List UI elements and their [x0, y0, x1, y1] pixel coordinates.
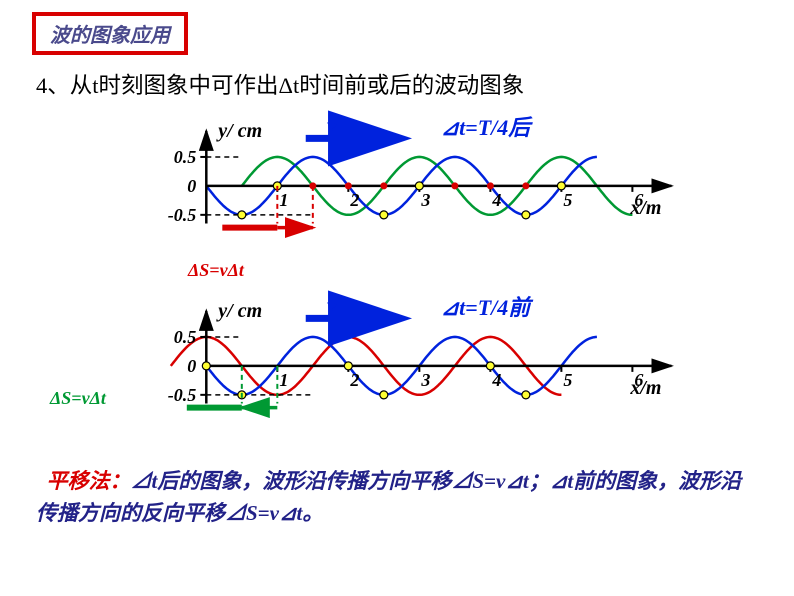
- explanation-lead: 平移法：: [47, 469, 131, 493]
- svg-text:3: 3: [420, 190, 430, 210]
- delta-s-label-before: ΔS=vΔt: [50, 388, 106, 409]
- svg-text:3: 3: [420, 370, 430, 390]
- svg-text:0.5: 0.5: [174, 327, 197, 347]
- svg-text:-0.5: -0.5: [168, 205, 197, 225]
- svg-text:0.5: 0.5: [174, 147, 197, 167]
- svg-text:v: v: [327, 292, 337, 317]
- svg-text:4: 4: [491, 190, 501, 210]
- explanation-text: 平移法：⊿t后的图象，波形沿传播方向平移⊿S=v⊿t；⊿t前的图象，波形沿传播方…: [36, 466, 758, 529]
- svg-text:2: 2: [349, 190, 359, 210]
- svg-text:4: 4: [491, 370, 501, 390]
- delta-s-label-after: ΔS=vΔt: [188, 260, 244, 281]
- explanation-body: ⊿t后的图象，波形沿传播方向平移⊿S=v⊿t；⊿t前的图象，波形沿传播方向的反向…: [36, 469, 741, 525]
- svg-text:0: 0: [187, 176, 196, 196]
- svg-text:x/m: x/m: [629, 377, 661, 399]
- wave-chart-after: 1234560.50-0.5y/ cmx/mv⊿t=T/4后: [125, 110, 685, 265]
- svg-text:y/ cm: y/ cm: [216, 300, 262, 322]
- svg-text:5: 5: [563, 370, 572, 390]
- svg-text:⊿t=T/4前: ⊿t=T/4前: [441, 295, 535, 320]
- svg-text:5: 5: [563, 190, 572, 210]
- svg-text:1: 1: [279, 190, 288, 210]
- subtitle: 4、从t时刻图象中可作出Δt时间前或后的波动图象: [36, 68, 524, 100]
- svg-text:0: 0: [187, 356, 196, 376]
- title-text: 波的图象应用: [50, 25, 170, 47]
- title-box: 波的图象应用: [32, 12, 188, 55]
- svg-text:⊿t=T/4后: ⊿t=T/4后: [441, 115, 534, 140]
- svg-text:-0.5: -0.5: [168, 385, 197, 405]
- svg-text:2: 2: [349, 370, 359, 390]
- svg-text:x/m: x/m: [629, 197, 661, 219]
- wave-chart-before: 1234560.50-0.5y/ cmx/mv⊿t=T/4前: [125, 290, 685, 445]
- svg-text:v: v: [327, 112, 337, 137]
- svg-text:y/ cm: y/ cm: [216, 120, 262, 142]
- svg-text:1: 1: [279, 370, 288, 390]
